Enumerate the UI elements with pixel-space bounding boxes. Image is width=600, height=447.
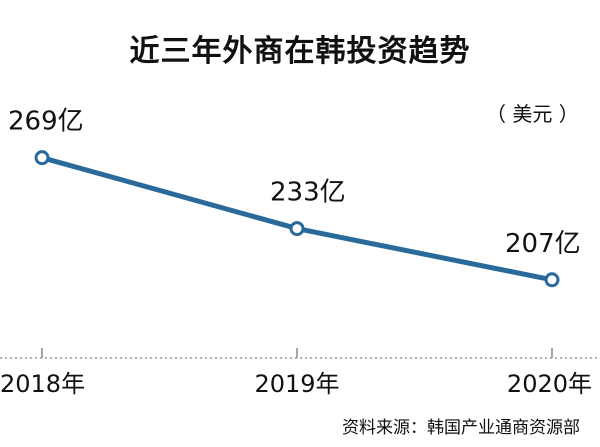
data-point: [289, 221, 305, 237]
unit-label: （ 美元 ）: [486, 102, 579, 126]
x-tick-label: 2020年: [507, 370, 592, 398]
data-point: [544, 272, 560, 288]
data-label: 233亿: [270, 178, 346, 208]
data-point: [34, 150, 50, 166]
x-tick-label: 2019年: [254, 370, 339, 398]
data-label: 207亿: [505, 229, 581, 259]
data-label: 269亿: [8, 107, 84, 137]
x-tick-label: 2018年: [0, 370, 85, 398]
series-line: [41, 155, 553, 283]
chart-title: 近三年外商在韩投资趋势: [129, 34, 471, 69]
source-note: 资料来源：韩国产业通商资源部: [342, 418, 580, 438]
